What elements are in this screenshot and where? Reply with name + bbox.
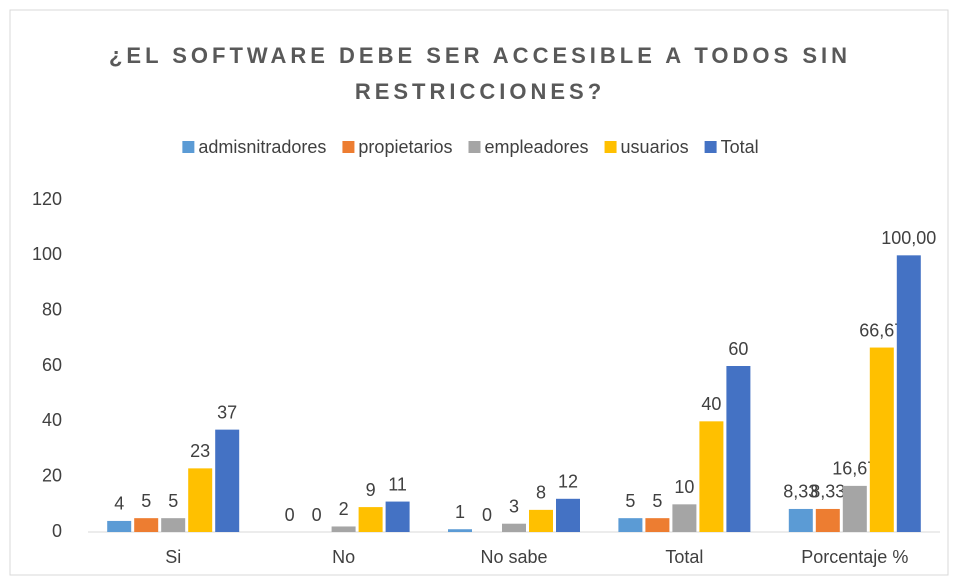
legend-swatch bbox=[604, 141, 617, 153]
chart-title: ¿EL SOFTWARE DEBE SER ACCESIBLE A TODOS … bbox=[108, 43, 852, 104]
value-label: 11 bbox=[388, 474, 407, 494]
legend-label: empleadores bbox=[484, 137, 588, 157]
value-label: 100,00 bbox=[881, 228, 936, 248]
bar bbox=[815, 508, 840, 532]
value-label: 37 bbox=[217, 402, 237, 422]
y-tick-label: 80 bbox=[42, 299, 62, 319]
legend-label: propietarios bbox=[358, 137, 452, 157]
legend-swatch bbox=[468, 141, 481, 153]
bar bbox=[502, 523, 526, 532]
x-tick-label: No sabe bbox=[480, 547, 547, 567]
y-tick-label: 0 bbox=[52, 521, 62, 541]
bar bbox=[134, 518, 159, 532]
legend-label: usuarios bbox=[621, 137, 689, 157]
legend-swatch bbox=[704, 141, 717, 153]
y-tick-label: 40 bbox=[42, 410, 62, 430]
chart-border bbox=[9, 9, 949, 576]
value-label: 0 bbox=[482, 505, 492, 525]
legend-swatch bbox=[342, 141, 355, 153]
value-label: 16,67 bbox=[832, 459, 877, 479]
bar bbox=[161, 518, 186, 532]
bar bbox=[699, 421, 724, 532]
bar bbox=[215, 429, 240, 532]
value-label: 3 bbox=[509, 496, 519, 516]
bar bbox=[726, 366, 751, 532]
value-label: 5 bbox=[652, 491, 662, 511]
bar bbox=[618, 518, 643, 532]
value-label: 66,67 bbox=[859, 320, 904, 340]
y-tick-label: 100 bbox=[32, 244, 62, 264]
legend-label: Total bbox=[721, 137, 759, 157]
value-label: 5 bbox=[168, 491, 178, 511]
bar bbox=[556, 498, 580, 532]
value-label: 4 bbox=[114, 494, 124, 514]
legend-swatch bbox=[182, 141, 195, 153]
bar bbox=[896, 255, 921, 533]
value-label: 8,33 bbox=[810, 482, 845, 502]
x-tick-label: Si bbox=[165, 547, 181, 567]
value-label: 1 bbox=[455, 502, 465, 522]
value-label: 8,33 bbox=[783, 482, 818, 502]
x-tick-label: No bbox=[332, 547, 355, 567]
value-label: 8 bbox=[536, 483, 546, 503]
x-tick-label: Total bbox=[665, 547, 703, 567]
value-label: 23 bbox=[190, 441, 210, 461]
value-label: 0 bbox=[312, 505, 322, 525]
value-label: 10 bbox=[674, 477, 694, 497]
y-tick-label: 20 bbox=[42, 465, 62, 485]
value-label: 5 bbox=[141, 491, 151, 511]
bar bbox=[842, 485, 867, 532]
bar bbox=[188, 468, 213, 532]
y-tick-label: 60 bbox=[42, 355, 62, 375]
value-label: 9 bbox=[366, 480, 376, 500]
bar bbox=[331, 526, 356, 532]
value-label: 0 bbox=[285, 505, 295, 525]
bar bbox=[385, 501, 410, 532]
bar bbox=[358, 507, 383, 532]
x-tick-label: Porcentaje % bbox=[801, 547, 908, 567]
bar bbox=[788, 508, 813, 532]
y-tick-label: 120 bbox=[32, 189, 62, 209]
bar bbox=[448, 529, 472, 532]
bar bbox=[645, 518, 670, 532]
bar bbox=[529, 509, 553, 532]
legend-label: admisnitradores bbox=[198, 137, 326, 157]
bar bbox=[869, 347, 894, 532]
value-label: 40 bbox=[701, 394, 721, 414]
value-label: 60 bbox=[728, 339, 748, 359]
value-label: 2 bbox=[339, 499, 349, 519]
value-label: 5 bbox=[625, 491, 635, 511]
value-label: 12 bbox=[558, 472, 578, 492]
bar bbox=[672, 504, 697, 532]
bar bbox=[107, 520, 132, 532]
